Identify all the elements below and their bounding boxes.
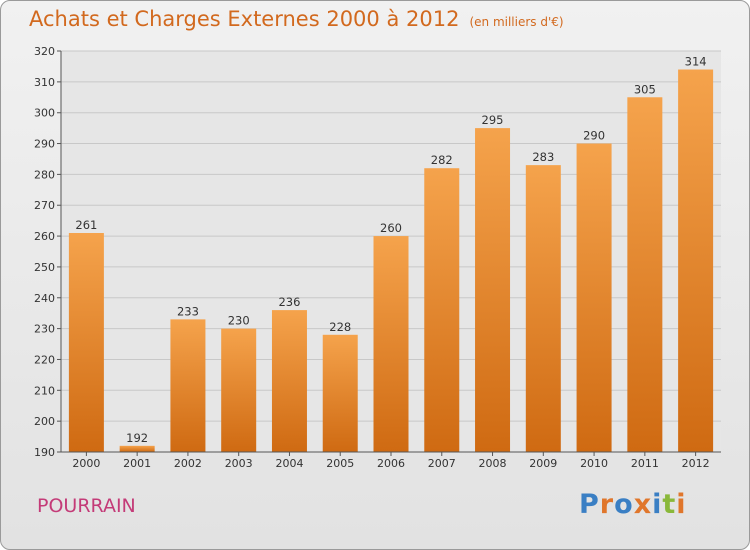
y-tick-label: 280 [34, 168, 55, 181]
x-tick-label: 2005 [326, 457, 354, 470]
logo-letter: x [633, 489, 653, 520]
data-label: 230 [228, 314, 250, 328]
data-label: 314 [685, 55, 707, 69]
x-tick-label: 2006 [377, 457, 405, 470]
y-tick-label: 290 [34, 138, 55, 151]
y-tick-label: 200 [34, 415, 55, 428]
y-tick-label: 310 [34, 76, 55, 89]
bar [322, 334, 358, 452]
bar [221, 328, 257, 452]
bar [576, 143, 612, 453]
logo-letter: o [614, 489, 634, 520]
x-tick-label: 2012 [682, 457, 710, 470]
logo-letter: r [599, 489, 615, 520]
logo-letter: t [662, 489, 677, 520]
logo-letter: P [579, 489, 600, 520]
x-tick-label: 2008 [479, 457, 507, 470]
data-label: 236 [278, 295, 300, 309]
data-label: 233 [177, 304, 199, 318]
chart-subtitle: (en milliers d'€) [469, 15, 564, 29]
location-label: POURRAIN [37, 495, 136, 517]
data-label: 228 [329, 320, 351, 334]
bar [678, 69, 714, 452]
bar [119, 445, 155, 452]
y-tick-label: 270 [34, 199, 55, 212]
y-tick-label: 210 [34, 384, 55, 397]
data-label: 290 [583, 129, 605, 143]
y-tick-label: 260 [34, 230, 55, 243]
logo-letter: i [676, 489, 687, 520]
bar [170, 319, 206, 452]
data-label: 295 [482, 113, 504, 127]
bar [525, 165, 561, 452]
data-label: 282 [431, 153, 453, 167]
y-tick-label: 220 [34, 353, 55, 366]
data-label: 305 [634, 82, 656, 96]
logo-letter: i [652, 489, 663, 520]
y-tick-label: 250 [34, 261, 55, 274]
x-tick-label: 2000 [72, 457, 100, 470]
x-tick-label: 2002 [174, 457, 202, 470]
x-tick-label: 2009 [529, 457, 557, 470]
bar [627, 97, 663, 453]
x-tick-label: 2011 [631, 457, 659, 470]
x-tick-label: 2003 [225, 457, 253, 470]
y-tick-label: 230 [34, 323, 55, 336]
y-tick-label: 240 [34, 292, 55, 305]
chart-title: Achats et Charges Externes 2000 à 2012 (e… [29, 7, 564, 31]
bar [68, 232, 104, 452]
y-tick-label: 190 [34, 446, 55, 459]
x-tick-label: 2004 [275, 457, 303, 470]
bar [475, 128, 511, 452]
x-tick-label: 2010 [580, 457, 608, 470]
bar [373, 236, 409, 452]
x-tick-label: 2007 [428, 457, 456, 470]
data-label: 192 [126, 431, 148, 445]
data-label: 283 [532, 150, 554, 164]
bar [424, 168, 460, 452]
x-tick-label: 2001 [123, 457, 151, 470]
proxiti-logo: Proxiti [579, 489, 687, 520]
bar [271, 310, 307, 452]
data-label: 260 [380, 221, 402, 235]
y-tick-label: 300 [34, 107, 55, 120]
y-tick-label: 320 [34, 45, 55, 58]
data-label: 261 [75, 218, 97, 232]
